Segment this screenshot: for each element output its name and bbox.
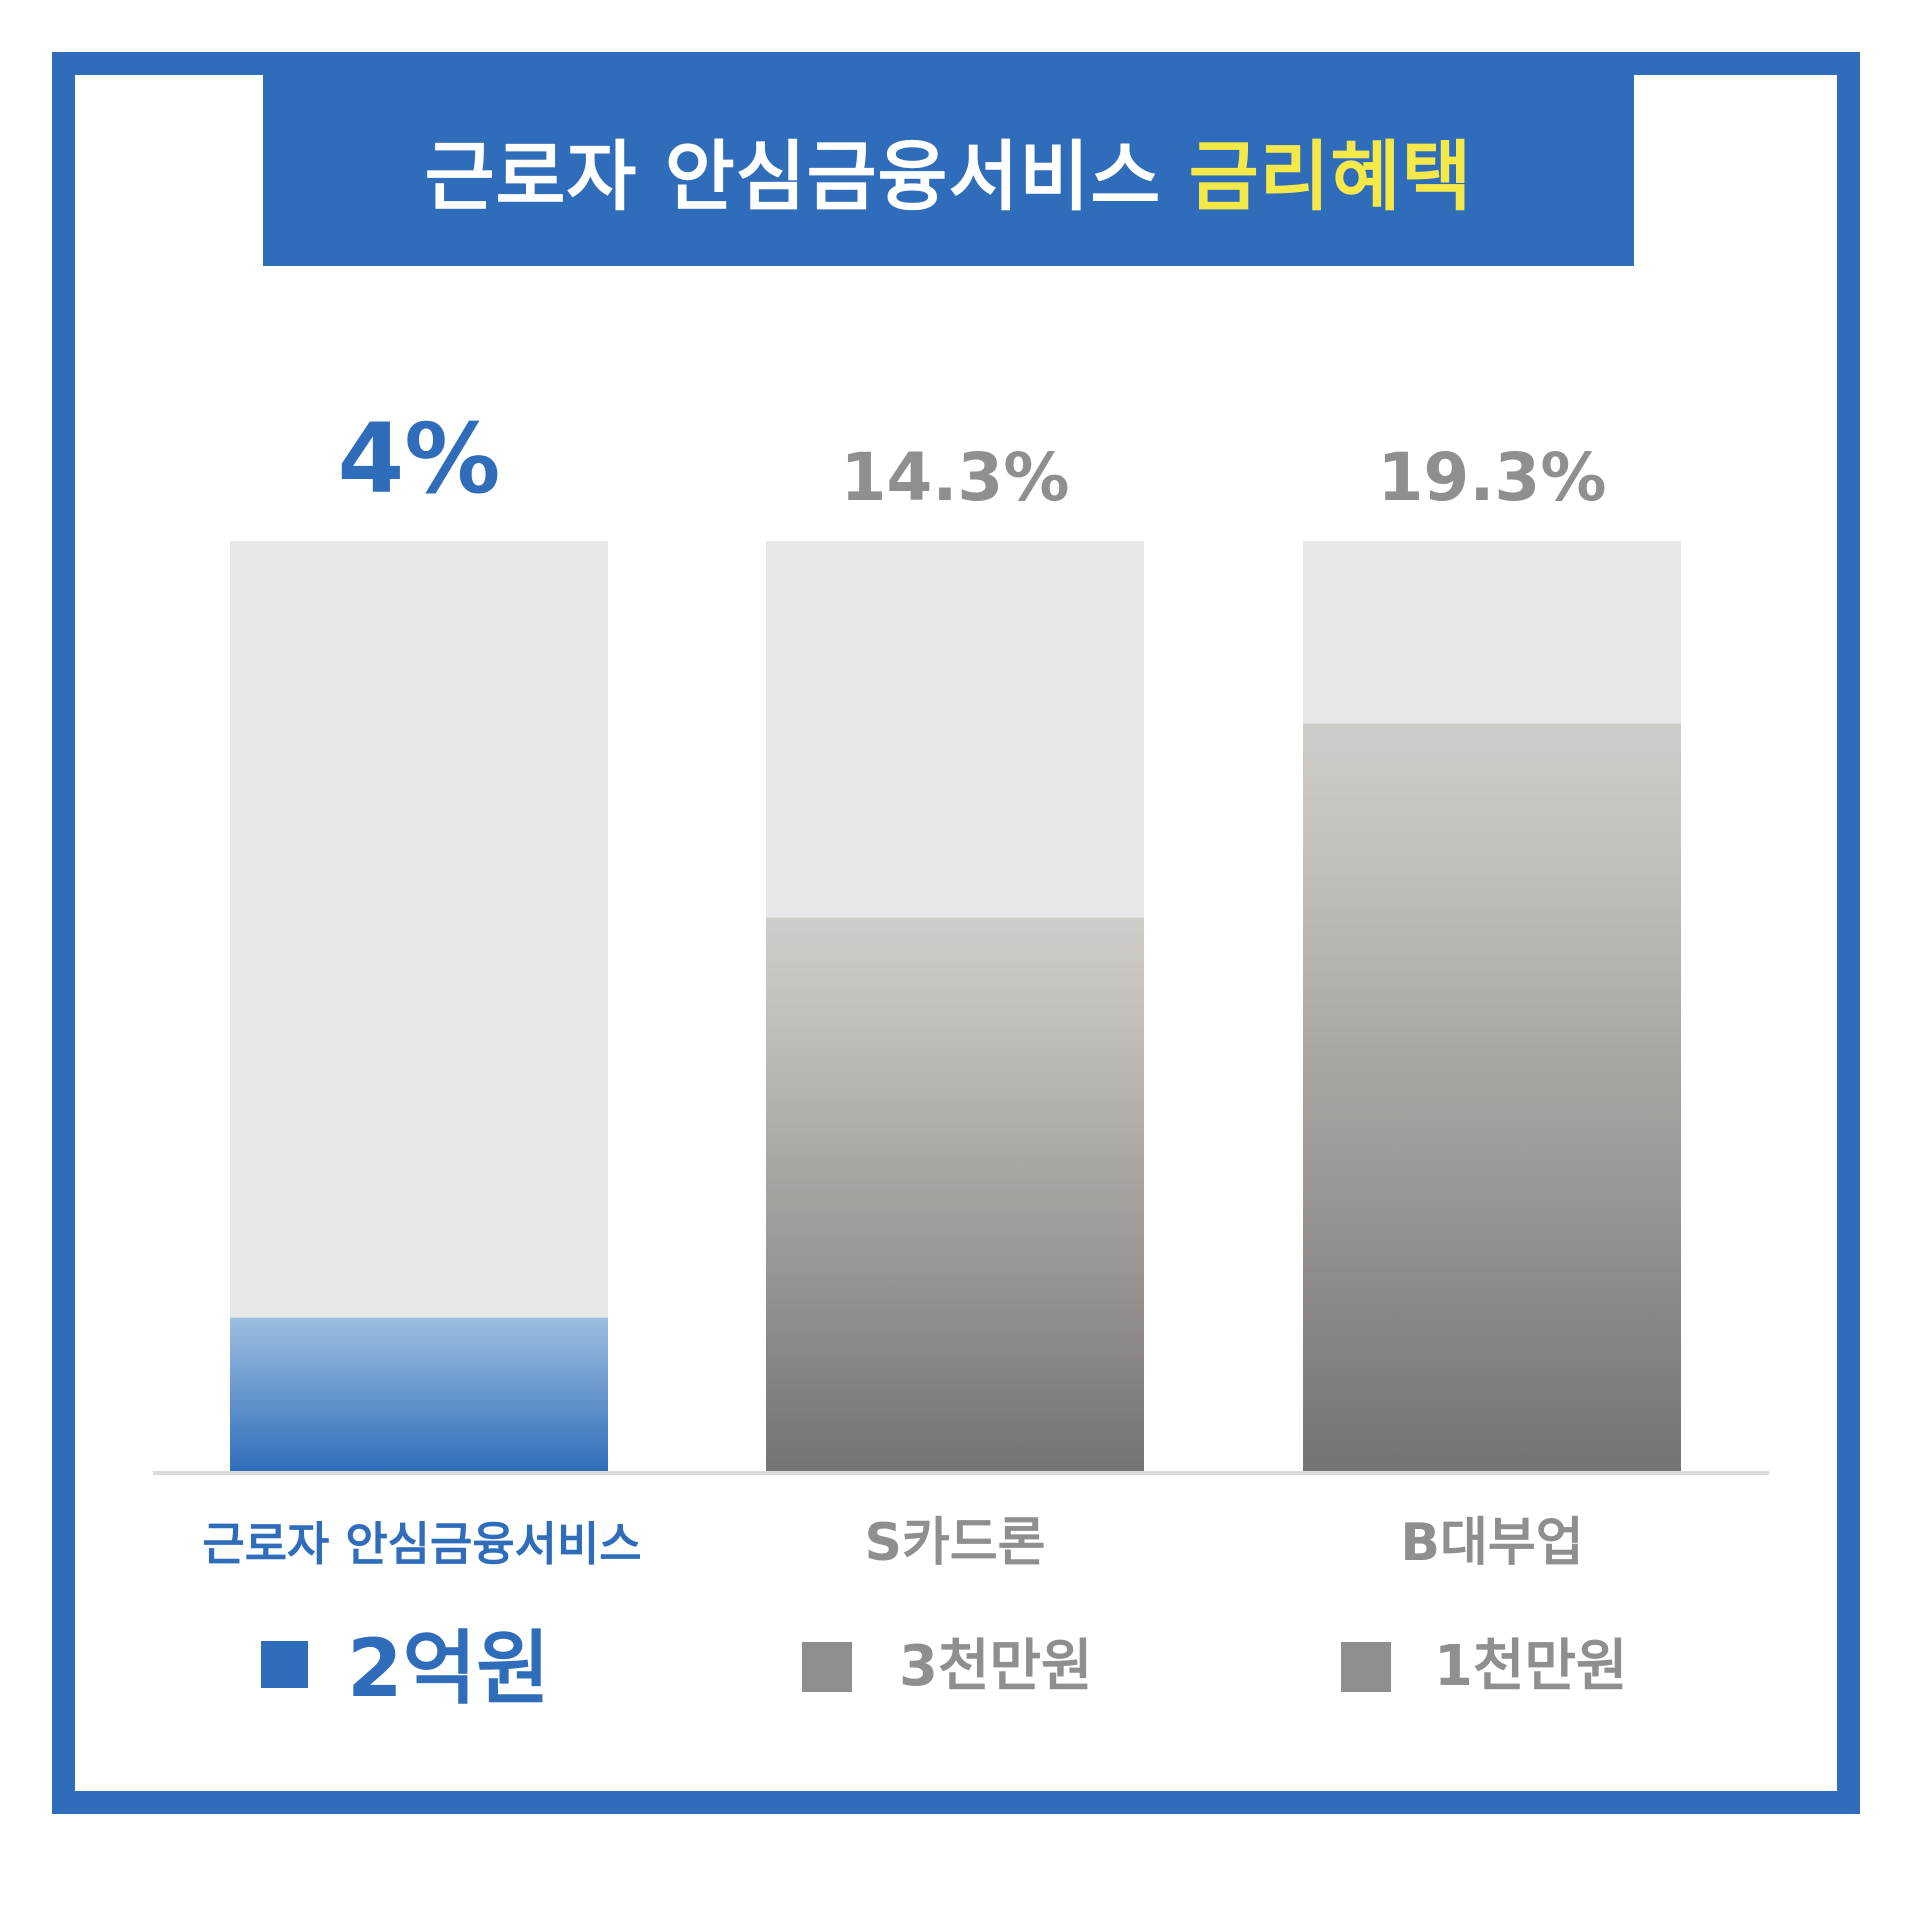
title-highlight: 금리혜택 bbox=[1188, 132, 1473, 221]
page-title: 근로자 안심금융서비스 금리혜택 bbox=[425, 115, 1473, 225]
bar-1 bbox=[230, 1317, 608, 1473]
title-main: 근로자 안심금융서비스 bbox=[424, 132, 1162, 221]
category-label: 근로자 안심금융서비스 bbox=[202, 1517, 641, 1571]
inner-frame-line bbox=[72, 72, 1840, 1794]
value-label: 19.3% bbox=[1378, 439, 1607, 516]
legend-marker bbox=[1341, 1642, 1391, 1692]
bar-2 bbox=[766, 917, 1144, 1473]
value-label: 4% bbox=[338, 403, 501, 515]
category-label: B대부업 bbox=[1400, 1513, 1583, 1573]
category-label: S카드론 bbox=[865, 1513, 1046, 1573]
legend-marker bbox=[261, 1641, 308, 1688]
legend-marker bbox=[802, 1642, 852, 1692]
bar-3 bbox=[1303, 723, 1681, 1473]
legend-label: 3천만원 bbox=[899, 1634, 1093, 1699]
title-banner: 근로자 안심금융서비스 금리혜택 bbox=[263, 74, 1634, 266]
legend-label: 1천만원 bbox=[1434, 1634, 1628, 1699]
legend-label: 2억원 bbox=[347, 1622, 550, 1715]
value-label: 14.3% bbox=[841, 439, 1070, 516]
